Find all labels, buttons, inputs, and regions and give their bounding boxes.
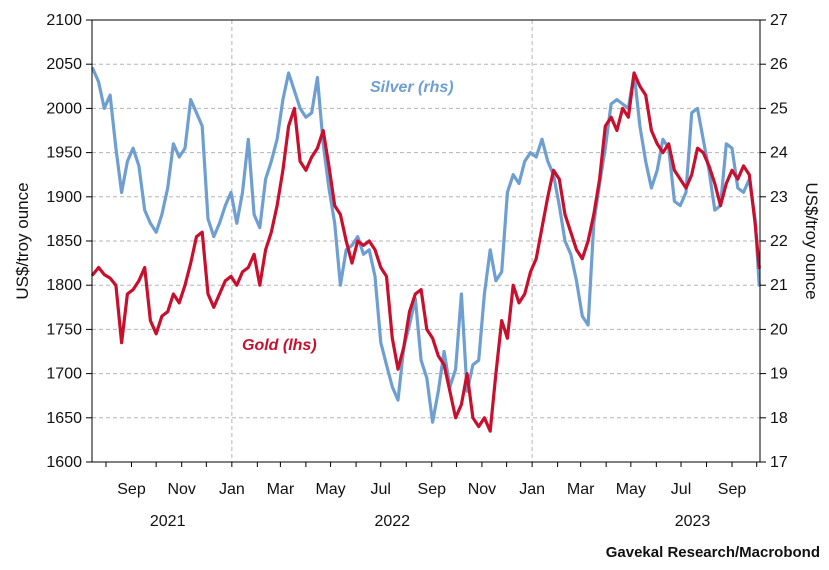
y-right-tick-label: 22 bbox=[770, 233, 788, 250]
x-month-label: May bbox=[616, 481, 646, 498]
y-left-tick-label: 1600 bbox=[46, 454, 82, 471]
x-month-label: Jan bbox=[519, 481, 545, 498]
x-month-label: Sep bbox=[117, 481, 146, 498]
axis-tick-labels: 1600 1650 1700 1750 1800 1850 1900 1950 2000 2050… bbox=[46, 12, 787, 530]
y-right-tick-label: 21 bbox=[770, 277, 788, 294]
x-month-label: May bbox=[315, 481, 345, 498]
y-left-tick-label: 2050 bbox=[46, 56, 82, 73]
y-right-tick-label: 18 bbox=[770, 410, 788, 427]
x-month-label: Mar bbox=[567, 481, 595, 498]
axis-ticks bbox=[86, 19, 766, 467]
y-right-tick-label: 26 bbox=[770, 56, 788, 73]
y-right-tick-label: 23 bbox=[770, 189, 788, 206]
x-month-label: Sep bbox=[718, 481, 747, 498]
y-right-tick-label: 20 bbox=[770, 321, 788, 338]
x-month-label: Jul bbox=[371, 481, 391, 498]
gold-series-label: Gold (lhs) bbox=[242, 337, 317, 354]
x-month-label: Jul bbox=[671, 481, 691, 498]
x-year-label: 2023 bbox=[675, 513, 711, 530]
x-month-label: Jan bbox=[219, 481, 245, 498]
silver-series-label: Silver (rhs) bbox=[370, 79, 454, 96]
y-left-tick-label: 1950 bbox=[46, 145, 82, 162]
y-left-tick-label: 1900 bbox=[46, 189, 82, 206]
series-lines bbox=[91, 67, 761, 433]
source-note: Gavekal Research/Macrobond bbox=[606, 544, 820, 561]
x-year-label: 2021 bbox=[150, 513, 186, 530]
x-month-label: Mar bbox=[267, 481, 295, 498]
gold-line bbox=[91, 71, 761, 433]
x-month-label: Nov bbox=[167, 481, 195, 498]
x-month-label: Nov bbox=[468, 481, 496, 498]
y-left-tick-label: 1800 bbox=[46, 277, 82, 294]
y-left-tick-label: 1750 bbox=[46, 321, 82, 338]
y-left-tick-label: 1850 bbox=[46, 233, 82, 250]
y-left-tick-label: 2000 bbox=[46, 100, 82, 117]
y-right-tick-label: 24 bbox=[770, 145, 788, 162]
x-year-label: 2022 bbox=[374, 513, 410, 530]
y-left-tick-label: 1700 bbox=[46, 366, 82, 383]
x-month-label: Sep bbox=[418, 481, 447, 498]
y-right-tick-label: 17 bbox=[770, 454, 788, 471]
y-left-tick-label: 2100 bbox=[46, 12, 82, 29]
silver-line bbox=[91, 67, 761, 424]
y-axis-right-title: US$/troy ounce bbox=[802, 182, 821, 299]
y-left-tick-label: 1650 bbox=[46, 410, 82, 427]
y-axis-left-title: US$/troy ounce bbox=[13, 182, 32, 299]
y-right-tick-label: 19 bbox=[770, 366, 788, 383]
y-right-tick-label: 25 bbox=[770, 100, 788, 117]
y-right-tick-label: 27 bbox=[770, 12, 788, 29]
